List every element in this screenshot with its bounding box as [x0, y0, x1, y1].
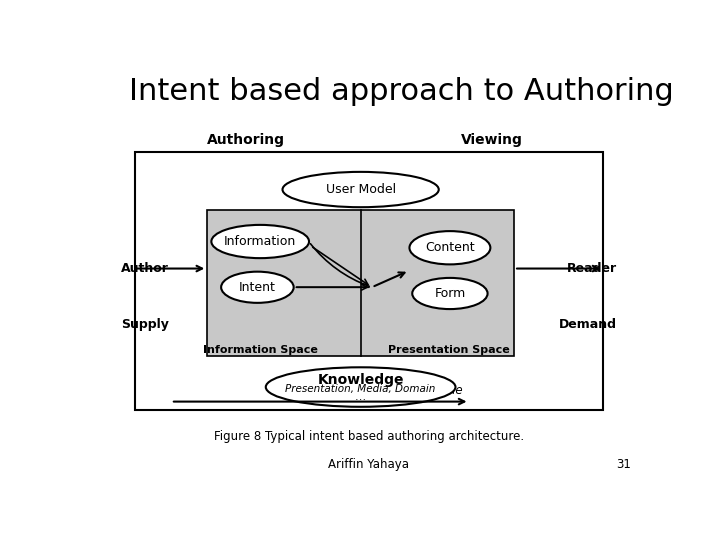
Text: Presentation Space: Presentation Space — [388, 345, 510, 355]
Text: 31: 31 — [616, 458, 631, 471]
Text: Information: Information — [224, 235, 297, 248]
Ellipse shape — [266, 367, 456, 407]
Text: time: time — [436, 384, 463, 397]
Text: Intent based approach to Authoring: Intent based approach to Authoring — [129, 77, 674, 106]
Text: Figure 8 Typical intent based authoring architecture.: Figure 8 Typical intent based authoring … — [214, 430, 524, 443]
Ellipse shape — [413, 278, 487, 309]
Text: Author: Author — [121, 262, 168, 275]
Text: Authoring: Authoring — [207, 133, 285, 147]
Text: Information Space: Information Space — [203, 345, 318, 355]
Text: Content: Content — [425, 241, 474, 254]
Text: User Model: User Model — [325, 183, 396, 196]
Text: Knowledge: Knowledge — [318, 373, 404, 387]
Ellipse shape — [410, 231, 490, 265]
Ellipse shape — [282, 172, 438, 207]
Text: Intent: Intent — [239, 281, 276, 294]
Bar — [207, 211, 514, 356]
Text: Viewing: Viewing — [461, 133, 523, 147]
Text: …: … — [355, 393, 366, 402]
Text: Presentation, Media, Domain: Presentation, Media, Domain — [285, 384, 436, 394]
Bar — [135, 152, 603, 410]
Text: Demand: Demand — [559, 318, 617, 331]
Ellipse shape — [212, 225, 309, 258]
Text: Reader: Reader — [567, 262, 617, 275]
Ellipse shape — [221, 272, 294, 303]
Text: Form: Form — [434, 287, 466, 300]
Text: Supply: Supply — [121, 318, 168, 331]
Text: Ariffin Yahaya: Ariffin Yahaya — [328, 458, 410, 471]
